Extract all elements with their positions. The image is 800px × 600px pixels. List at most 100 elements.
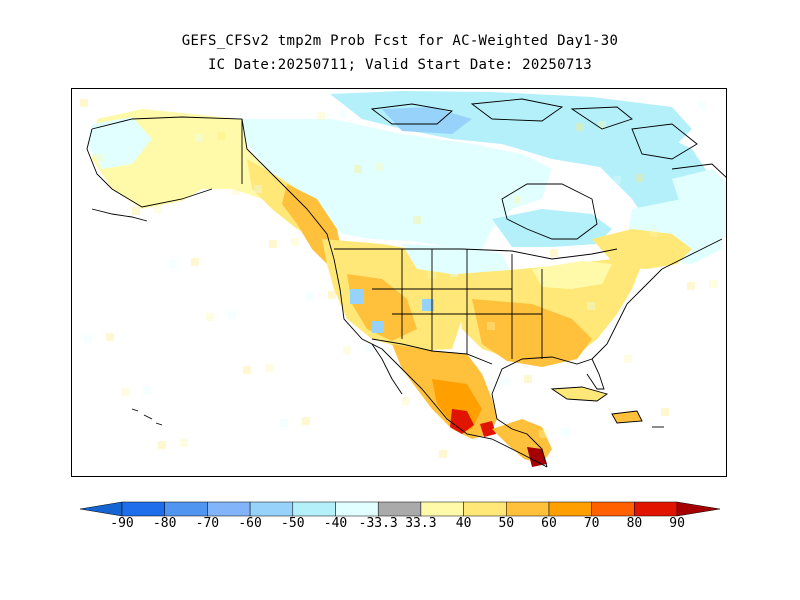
colorbar-segment	[121, 501, 165, 517]
grid-cell	[206, 313, 214, 321]
grid-cell	[550, 249, 558, 257]
probability-region	[672, 169, 726, 239]
grid-cell	[143, 386, 151, 394]
colorbar-tick-label: 40	[455, 516, 472, 531]
probability-region	[527, 447, 547, 467]
grid-cell	[413, 216, 421, 224]
colorbar-tick-label: -90	[110, 516, 134, 531]
grid-cell	[343, 346, 351, 354]
grid-cell	[613, 176, 621, 184]
boundary-line	[371, 343, 403, 395]
grid-cell	[154, 205, 162, 213]
grid-cell	[232, 187, 240, 195]
colorbar-segment	[335, 501, 379, 517]
grid-cell	[191, 258, 199, 266]
colorbar-tick-label: 50	[498, 516, 515, 531]
colorbar-segment	[463, 501, 507, 517]
probability-region	[480, 421, 496, 437]
grid-cell	[598, 121, 606, 129]
grid-cell	[687, 282, 695, 290]
colorbar-segment	[377, 501, 422, 517]
grid-cell	[624, 355, 632, 363]
colorbar-tick-label: 70	[583, 516, 600, 531]
grid-cell	[661, 408, 669, 416]
colorbar-segment	[548, 501, 592, 517]
boundary-line	[591, 238, 723, 360]
grid-cell	[339, 110, 347, 118]
probability-region	[372, 321, 384, 333]
grid-cell	[476, 143, 484, 151]
boundary-line	[631, 123, 698, 160]
grid-cell	[561, 428, 569, 436]
grid-cell	[698, 101, 706, 109]
boundary-line	[370, 103, 454, 125]
boundary-line	[91, 116, 335, 260]
grid-cell	[121, 388, 129, 396]
grid-cell	[365, 344, 373, 352]
probability-region	[492, 209, 612, 247]
probability-region	[350, 289, 364, 304]
grid-cell	[132, 207, 140, 215]
grid-cell	[217, 132, 225, 140]
grid-cell	[635, 174, 643, 182]
colorbar-segment	[506, 501, 550, 517]
probability-region	[422, 299, 434, 311]
colorbar-tick-label: -70	[195, 516, 220, 531]
probability-region	[87, 117, 152, 169]
probability-region	[592, 229, 692, 269]
coastlines-and-borders	[86, 98, 726, 468]
boundary-line	[501, 183, 598, 240]
probability-region	[402, 244, 512, 279]
grid-cell	[672, 227, 680, 235]
colorbar-tick-label: 90	[669, 516, 685, 531]
grid-cell	[254, 185, 262, 193]
probability-region	[242, 119, 552, 249]
boundary-line	[86, 128, 213, 208]
colorbar-arrow-high	[676, 501, 721, 517]
colorbar-tick-label: 60	[541, 516, 557, 531]
colorbar-segment	[420, 501, 464, 517]
grid-cell	[539, 430, 547, 438]
colorbar-segment	[292, 501, 336, 517]
colorbar-arrow-low	[79, 501, 123, 517]
grid-cell	[465, 324, 473, 332]
probability-region	[347, 274, 417, 341]
grid-cell	[376, 163, 384, 171]
boundary-line	[143, 414, 153, 420]
boundary-line	[131, 408, 139, 412]
grid-cell	[317, 112, 325, 120]
grid-cell	[513, 196, 521, 204]
grid-cell	[95, 154, 103, 162]
colorbar-segment	[207, 501, 251, 517]
grid-cell	[439, 450, 447, 458]
probability-region	[472, 299, 592, 367]
grid-cell	[391, 218, 399, 226]
grid-cell	[80, 99, 88, 107]
colorbar-segment	[634, 501, 678, 517]
grid-cell	[524, 375, 532, 383]
grid-cell	[576, 123, 584, 131]
grid-cell	[169, 260, 177, 268]
colorbar-segment	[249, 501, 294, 517]
grid-cell	[84, 335, 92, 343]
grid-cell	[302, 417, 310, 425]
grid-cell	[587, 302, 595, 310]
boundary-line	[333, 258, 548, 468]
colorbar-segment	[164, 501, 208, 517]
grid-cell	[269, 240, 277, 248]
grid-cell	[450, 269, 458, 277]
colorbar-tick-label: -33.3	[358, 516, 398, 531]
probability-region	[532, 261, 612, 289]
grid-cell	[117, 152, 125, 160]
grid-cell	[158, 441, 166, 449]
boundary-line	[155, 422, 163, 426]
grid-cell	[306, 293, 314, 301]
grid-cell	[228, 311, 236, 319]
grid-cell	[402, 397, 410, 405]
map-panel	[71, 88, 727, 477]
colorbar-tick-label: -40	[323, 516, 348, 531]
grid-cell	[195, 134, 203, 142]
chart-subtitle: IC Date:20250711; Valid Start Date: 2025…	[207, 57, 593, 73]
boundary-line	[334, 248, 618, 260]
boundary-line	[91, 208, 148, 222]
